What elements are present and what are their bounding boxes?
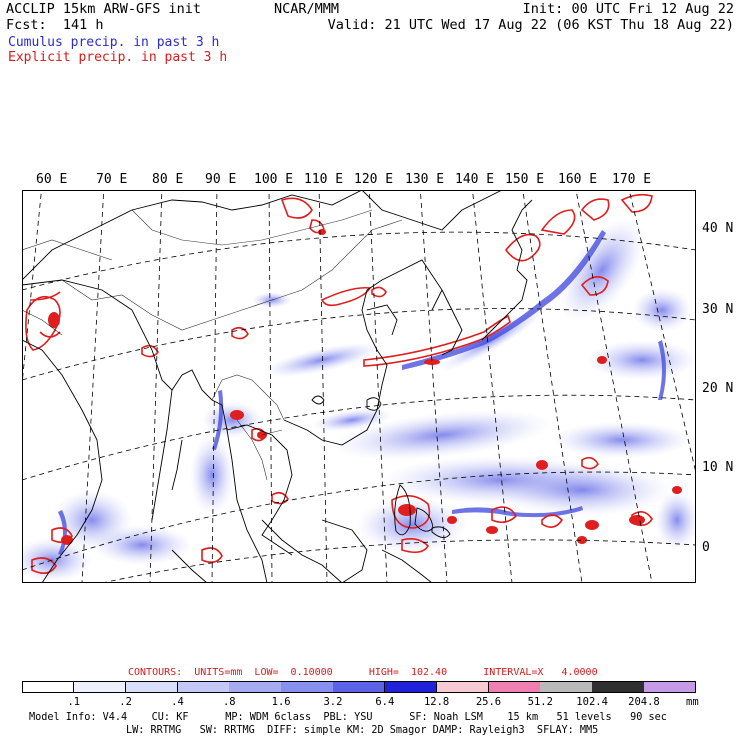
precipitation-map [22, 190, 696, 583]
colorbar-swatch [22, 681, 75, 693]
lon-label: 160 E [558, 172, 598, 187]
colorbar-label: .8 [222, 696, 236, 708]
colorbar-label: 6.4 [375, 696, 395, 708]
lon-label: 60 E [36, 172, 68, 187]
institution: NCAR/MMM [274, 1, 340, 17]
lon-label: 150 E [505, 172, 545, 187]
colorbar-swatch [384, 681, 438, 693]
political-borders [22, 209, 403, 481]
explicit-precip-cores [48, 229, 682, 545]
lon-label: 110 E [304, 172, 344, 187]
map-frame [22, 190, 696, 583]
contours-info: CONTOURS: UNITS=mm LOW= 0.10000 HIGH= 10… [128, 667, 598, 678]
colorbar-swatch [229, 681, 282, 693]
lat-label: 0 [702, 540, 710, 555]
colorbar-swatch [540, 681, 593, 693]
colorbar-label: 3.2 [323, 696, 343, 708]
lon-label: 100 E [254, 172, 294, 187]
product-title: ACCLIP 15km ARW-GFS init [6, 1, 202, 17]
legend-cumulus: Cumulus precip. in past 3 h [8, 35, 220, 50]
colorbar-unit: mm [686, 696, 699, 708]
colorbar-swatch [592, 681, 645, 693]
colorbar-swatch [177, 681, 230, 693]
colorbar-label: 25.6 [475, 696, 502, 708]
lat-label: 20 N [702, 381, 734, 396]
lat-label: 30 N [702, 302, 734, 317]
colorbar-label: 204.8 [628, 696, 660, 708]
model-info-line1: Model Info: V4.4 CU: KF MP: WDM 6class P… [29, 712, 667, 723]
coastlines [22, 190, 533, 583]
colorbar-swatch [125, 681, 179, 693]
colorbar-label: 12.8 [423, 696, 450, 708]
lon-label: 170 E [612, 172, 652, 187]
colorbar-swatch [333, 681, 386, 693]
lon-label: 90 E [205, 172, 237, 187]
lon-label: 80 E [152, 172, 184, 187]
colorbar-swatch [488, 681, 541, 693]
colorbar-label: .4 [171, 696, 184, 708]
model-info-line2: LW: RRTMG SW: RRTMG DIFF: simple KM: 2D … [126, 725, 599, 736]
lat-label: 40 N [702, 221, 734, 236]
colorbar-frame [22, 681, 696, 693]
colorbar [22, 681, 697, 693]
legend-explicit: Explicit precip. in past 3 h [8, 50, 228, 65]
colorbar-label: 51.2 [527, 696, 553, 708]
colorbar-label: 102.4 [576, 696, 608, 708]
colorbar-label: 1.6 [271, 696, 291, 708]
lon-label: 120 E [354, 172, 394, 187]
graticule [22, 190, 696, 583]
valid-time: Valid: 21 UTC Wed 17 Aug 22 (06 KST Thu … [327, 17, 734, 33]
lon-label: 130 E [405, 172, 445, 187]
lat-label: 10 N [702, 460, 734, 475]
init-time: Init: 00 UTC Fri 12 Aug 22 [522, 1, 734, 17]
lon-label: 70 E [96, 172, 128, 187]
colorbar-label: .1 [67, 696, 81, 708]
colorbar-swatch [436, 681, 490, 693]
lon-label: 140 E [455, 172, 495, 187]
explicit-precip-field [25, 193, 653, 574]
colorbar-swatch [281, 681, 334, 693]
colorbar-label: .2 [119, 696, 132, 708]
colorbar-swatch [73, 681, 127, 693]
cumulus-precip-field [22, 217, 696, 582]
forecast-hour: Fcst: 141 h [6, 17, 104, 33]
